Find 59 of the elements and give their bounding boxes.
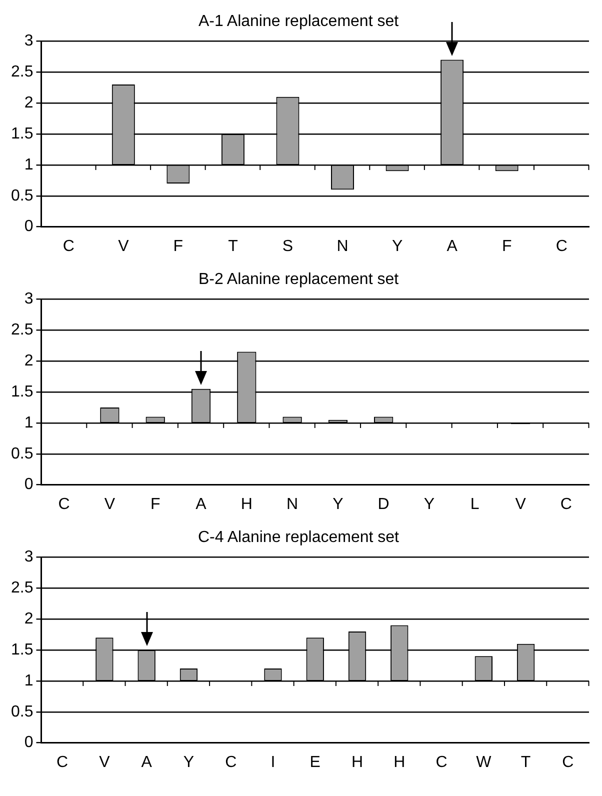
x-tick-label: C <box>562 754 574 771</box>
chart-title: B-2 Alanine replacement set <box>198 271 400 288</box>
x-tick-label: C <box>58 496 70 513</box>
y-tick-label: 1 <box>24 672 34 690</box>
x-tick-label: Y <box>183 754 194 771</box>
x-tick-label: H <box>394 754 406 771</box>
x-tick-label: Y <box>424 496 435 513</box>
x-tick-label: N <box>336 238 348 255</box>
x-tick-label: V <box>99 754 110 771</box>
x-tick-label: T <box>520 754 531 771</box>
chart-title: A-1 Alanine replacement set <box>198 13 400 30</box>
x-tick-label: D <box>378 496 390 513</box>
y-tick-label: 1 <box>24 156 34 174</box>
y-tick-label: 0 <box>24 476 34 494</box>
x-tick-label: C <box>556 238 568 255</box>
y-tick-label: 0 <box>24 734 34 752</box>
x-tick-label: V <box>104 496 116 513</box>
x-tick-label: A <box>141 754 152 771</box>
y-tick-label: 0.5 <box>10 445 34 462</box>
y-tick-label: 3 <box>24 548 34 566</box>
chart-title: C-4 Alanine replacement set <box>198 529 400 546</box>
x-tick-label: H <box>351 754 364 771</box>
y-tick-label: 3 <box>24 290 34 308</box>
x-tick-label: W <box>476 754 492 771</box>
x-tick-label: E <box>310 754 320 771</box>
y-tick-label: 0.5 <box>10 187 34 204</box>
y-tick-label: 0.5 <box>10 703 34 720</box>
x-tick-label: C <box>225 754 237 771</box>
x-tick-label: F <box>150 496 160 513</box>
x-tick-label: L <box>470 496 480 513</box>
y-tick-label: 1.5 <box>10 125 34 142</box>
x-tick-label: S <box>282 238 294 255</box>
x-tick-label: Y <box>332 496 344 513</box>
y-tick-label: 3 <box>24 32 34 50</box>
x-tick-label: V <box>118 238 130 255</box>
x-tick-label: H <box>240 496 252 513</box>
x-tick-label: A <box>196 496 207 513</box>
x-tick-label: F <box>173 238 184 255</box>
x-tick-label: I <box>270 754 276 771</box>
y-tick-label: 2 <box>24 352 34 370</box>
x-tick-label: F <box>502 238 512 255</box>
x-tick-label: A <box>446 238 458 255</box>
x-tick-label: C <box>62 238 74 255</box>
y-tick-label: 2 <box>24 610 34 628</box>
y-tick-label: 2.5 <box>10 580 34 597</box>
x-tick-label: C <box>56 754 68 771</box>
x-tick-label: V <box>515 496 526 513</box>
y-tick-label: 1 <box>24 414 34 432</box>
y-tick-label: 1.5 <box>10 641 34 658</box>
x-tick-label: Y <box>392 238 403 255</box>
y-tick-label: 1.5 <box>10 383 34 400</box>
x-tick-label: T <box>228 238 238 255</box>
x-tick-label: C <box>436 754 448 771</box>
x-tick-label: C <box>560 496 572 513</box>
y-tick-label: 2.5 <box>10 322 34 339</box>
y-tick-label: 2.5 <box>10 64 34 81</box>
y-tick-label: 0 <box>24 218 34 236</box>
y-tick-label: 2 <box>24 94 34 112</box>
x-tick-label: N <box>286 496 298 513</box>
